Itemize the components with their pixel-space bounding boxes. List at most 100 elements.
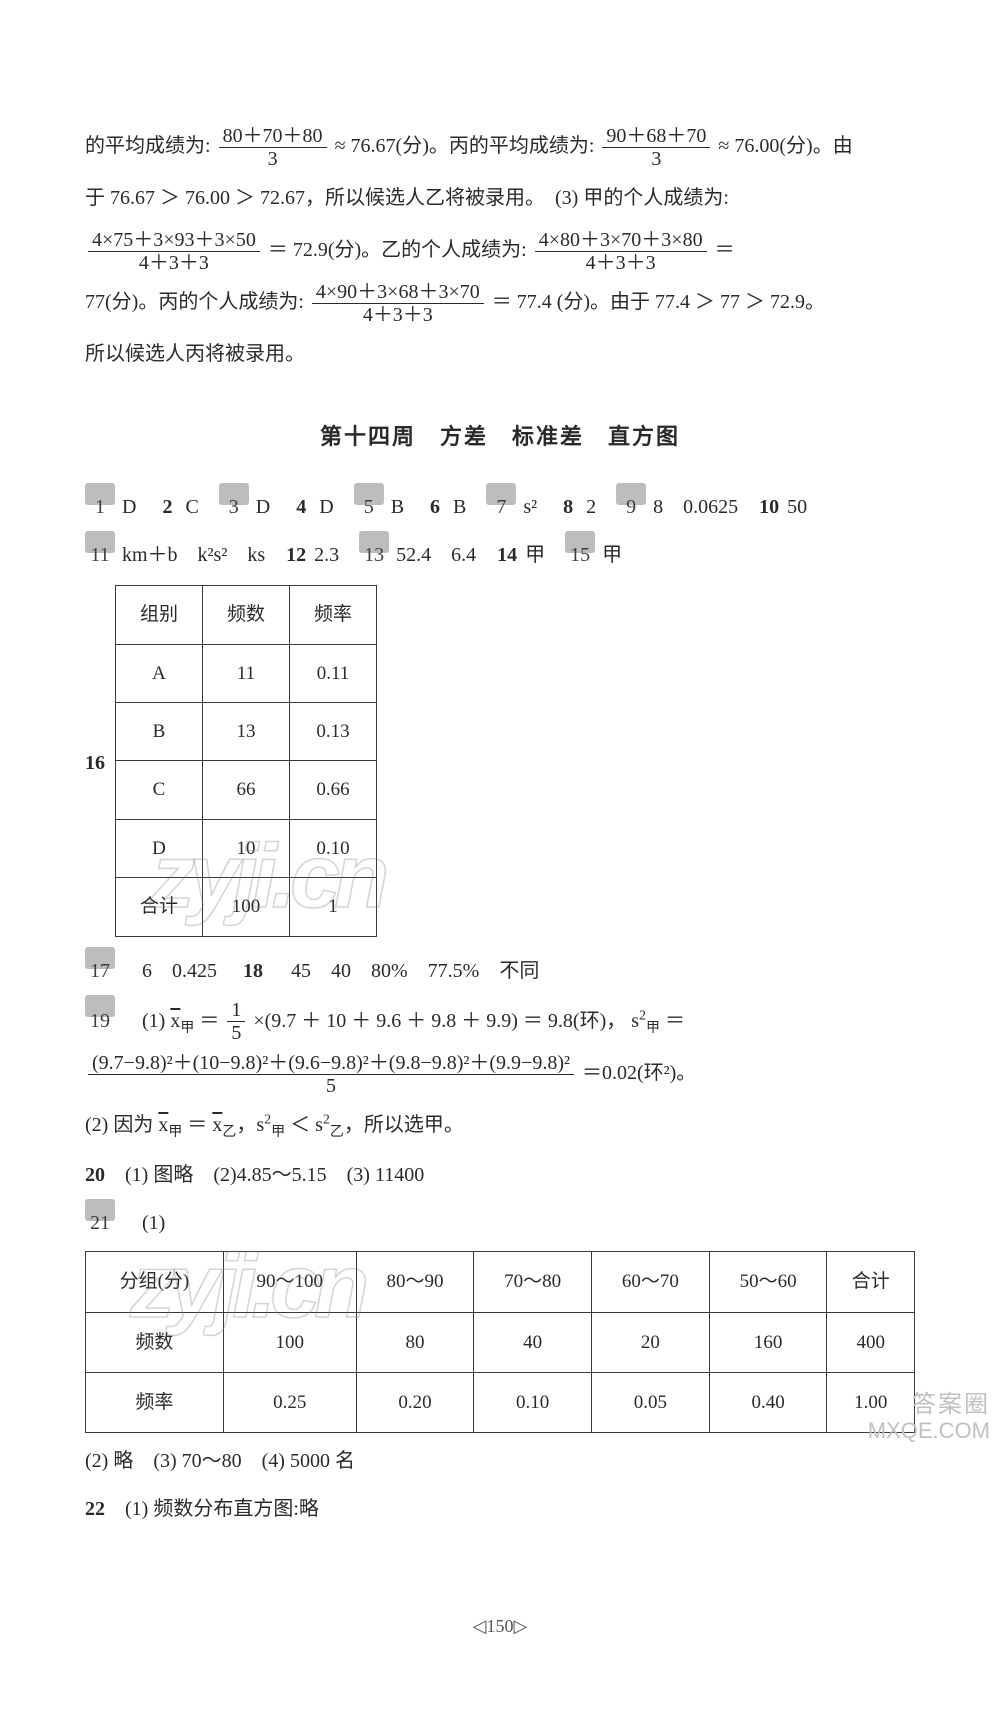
q22: 22 (1) 频数分布直方图:略 <box>85 1485 915 1533</box>
answer-value: 50 <box>782 496 827 518</box>
q16-table: 组别频数频率A110.11B130.13C660.66D100.10合计1001 <box>115 585 377 936</box>
q21-label: 21 (1) <box>85 1199 915 1247</box>
text: 45 40 80% 77.5% 不同 <box>271 960 539 982</box>
table-cell: 80 <box>356 1312 474 1372</box>
numerator: 90＋68＋70 <box>602 125 710 148</box>
fraction: 4×80＋3×70＋3×80 4＋3＋3 <box>535 229 707 274</box>
fraction: 1 5 <box>227 999 245 1044</box>
table-header: 组别 <box>116 586 203 644</box>
qnum-icon: 14 <box>496 531 518 553</box>
table-cell: 合计 <box>116 878 203 936</box>
text: ＝ 72.9(分)。乙的个人成绩为: <box>268 239 527 261</box>
numerator: 4×90＋3×68＋3×70 <box>312 281 484 304</box>
table-cell: C <box>116 761 203 819</box>
table-cell: 400 <box>827 1312 915 1372</box>
text: ＝ <box>199 1010 224 1032</box>
answer-value: D <box>251 496 290 518</box>
table-header: 90～100 <box>223 1252 356 1312</box>
fraction: 4×75＋3×93＋3×50 4＋3＋3 <box>88 229 260 274</box>
table-cell: 0.13 <box>290 702 377 760</box>
answer-value: 甲 <box>597 544 642 566</box>
qnum-icon: 19 <box>85 995 115 1017</box>
answer-value: 2 <box>581 496 616 518</box>
solution-line: 77(分)。丙的个人成绩为: 4×90＋3×68＋3×70 4＋3＋3 ＝ 77… <box>85 276 915 328</box>
qnum-icon: 17 <box>85 947 115 969</box>
table-header: 合计 <box>827 1252 915 1312</box>
table-cell: 0.11 <box>290 644 377 702</box>
numerator: 4×80＋3×70＋3×80 <box>535 229 707 252</box>
text: 6 0.425 <box>122 960 237 982</box>
table-cell: 0.20 <box>356 1373 474 1433</box>
text: ＝ 77.4 (分)。由于 77.4 ＞ 77 ＞ 72.9。 <box>492 291 825 313</box>
s2: s2甲 <box>631 1010 660 1032</box>
table-header: 60～70 <box>592 1252 710 1312</box>
answer-value: C <box>180 496 218 518</box>
table-cell: 1 <box>290 878 377 936</box>
table-cell: B <box>116 702 203 760</box>
table-cell: 0.05 <box>592 1373 710 1433</box>
numerator: 80＋70＋80 <box>219 125 327 148</box>
fraction: 80＋70＋80 3 <box>219 125 327 170</box>
text: (1) <box>122 1010 170 1032</box>
numerator: 1 <box>227 999 245 1022</box>
table-cell: 频数 <box>86 1312 224 1372</box>
qnum-icon: 5 <box>354 483 384 505</box>
section-title: 第十四周 方差 标准差 直方图 <box>85 408 915 465</box>
qnum-icon: 21 <box>85 1199 115 1221</box>
table-row: 合计1001 <box>116 878 377 936</box>
table-header: 分组(分) <box>86 1252 224 1312</box>
table-header: 频数 <box>203 586 290 644</box>
text: ＝ <box>715 239 735 261</box>
table-cell: 66 <box>203 761 290 819</box>
qnum-icon: 12 <box>285 531 307 553</box>
answer-value: D <box>117 496 156 518</box>
table-row: 频数100804020160400 <box>86 1312 915 1372</box>
qnum-icon: 1 <box>85 483 115 505</box>
denominator: 3 <box>219 148 327 170</box>
answers-row-2: 11 km＋b k²s² ks 12 2.3 13 52.4 6.4 14 甲 … <box>85 531 915 579</box>
table-cell: 160 <box>709 1312 827 1372</box>
answer-value: 52.4 6.4 <box>391 544 496 566</box>
table-cell: 10 <box>203 819 290 877</box>
table-row: C660.66 <box>116 761 377 819</box>
q16-block: 16 组别频数频率A110.11B130.13C660.66D100.10合计1… <box>85 579 915 946</box>
qnum-icon: 7 <box>486 483 516 505</box>
table-cell: 100 <box>223 1312 356 1372</box>
table-cell: 频率 <box>86 1373 224 1433</box>
text: ×(9.7 ＋ 10 ＋ 9.6 ＋ 9.8 ＋ 9.9) ＝ 9.8(环)， <box>253 1010 626 1032</box>
qnum-icon: 11 <box>85 531 115 553</box>
qnum-icon: 4 <box>290 483 312 505</box>
page-footer: ◁150▷ <box>85 1603 915 1650</box>
table-cell: 13 <box>203 702 290 760</box>
answer-value: B <box>448 496 486 518</box>
q19-part2: (2) 因为 x甲 ＝ x乙，s2甲 ＜ s2乙，所以选甲。 <box>85 1099 915 1151</box>
qnum-icon: 10 <box>758 483 780 505</box>
denominator: 5 <box>227 1022 245 1044</box>
text: 的平均成绩为: <box>85 135 211 157</box>
solution-paragraph: 的平均成绩为: 80＋70＋80 3 ≈ 76.67(分)。丙的平均成绩为: 9… <box>85 120 915 172</box>
table-cell: 0.10 <box>474 1373 592 1433</box>
text: 77(分)。丙的个人成绩为: <box>85 291 304 313</box>
denominator: 4＋3＋3 <box>312 304 484 326</box>
table-header: 50～60 <box>709 1252 827 1312</box>
qnum-icon: 6 <box>424 483 446 505</box>
answer-value: s² <box>518 496 557 518</box>
q19-line1: 19 (1) x甲 ＝ 1 5 ×(9.7 ＋ 10 ＋ 9.6 ＋ 9.8 ＋… <box>85 995 915 1047</box>
q17-18: 17 6 0.425 18 45 40 80% 77.5% 不同 <box>85 947 915 995</box>
table-row: D100.10 <box>116 819 377 877</box>
q21-table: 分组(分)90～10080～9070～8060～7050～60合计频数10080… <box>85 1251 915 1433</box>
table-row: A110.11 <box>116 644 377 702</box>
denominator: 4＋3＋3 <box>88 252 260 274</box>
table-cell: 100 <box>203 878 290 936</box>
table-cell: 0.10 <box>290 819 377 877</box>
answer-value: 甲 <box>520 544 565 566</box>
fraction: 4×90＋3×68＋3×70 4＋3＋3 <box>312 281 484 326</box>
qnum-icon: 2 <box>156 483 178 505</box>
table-cell: D <box>116 819 203 877</box>
text: ≈ 76.67(分)。丙的平均成绩为: <box>335 135 595 157</box>
qnum-icon: 13 <box>359 531 389 553</box>
table-header: 70～80 <box>474 1252 592 1312</box>
denominator: 5 <box>88 1075 574 1097</box>
answers-row-1: 1 D 2 C 3 D 4 D 5 B 6 B 7 s² 8 2 9 8 0.0… <box>85 483 915 531</box>
table-cell: A <box>116 644 203 702</box>
